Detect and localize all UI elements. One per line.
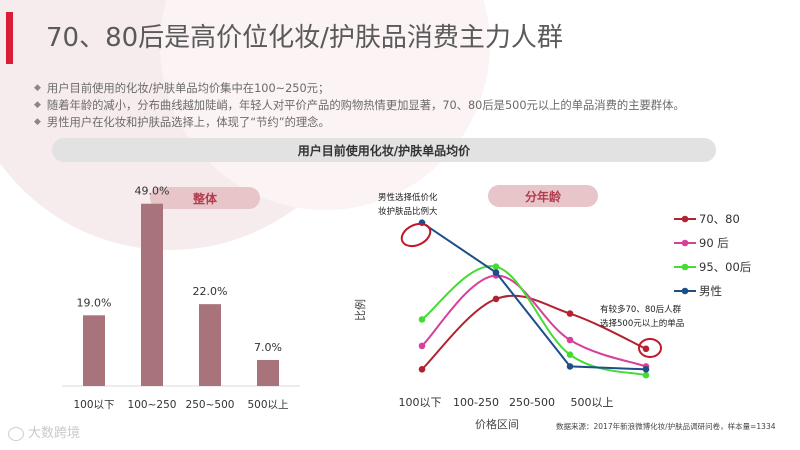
- diamond-bullet-icon: ◆: [34, 117, 41, 127]
- legend-marker-4: [681, 287, 689, 295]
- series-3-point: [418, 316, 426, 323]
- title-accent-bar: [6, 12, 13, 64]
- overall-chart-title-pill: 整体: [150, 187, 260, 209]
- bullet-text: 随着年龄的减小，分布曲线越加陡峭，年轻人对平价产品的购物热情更加显著，70、80…: [46, 99, 685, 112]
- logo-watermark: 大数跨境: [8, 422, 80, 441]
- series-3-point: [566, 351, 574, 358]
- bar-3: [199, 304, 221, 386]
- bar-data-label: 19.0%: [77, 296, 112, 309]
- bar-data-label: 7.0%: [254, 341, 282, 354]
- diamond-bullet-icon: ◆: [34, 100, 41, 110]
- line-chart-tick-label: 250-500: [509, 396, 555, 409]
- series-4-point: [492, 269, 500, 276]
- line-chart-tick-label: 100-250: [453, 396, 499, 409]
- legend-marker-2: [681, 239, 689, 247]
- bar-2: [141, 203, 163, 386]
- age-chart-title-pill: 分年龄: [488, 185, 598, 207]
- series-4-point: [566, 363, 574, 370]
- annotation-circle-7080: [638, 338, 662, 358]
- line-chart-x-axis-label: 价格区间: [475, 417, 519, 431]
- annotation-7080-line-2: 选择500元以上的单品: [600, 318, 684, 329]
- bar-category-label: 500以上: [247, 399, 288, 411]
- page-title: 70、80后是高价位化妆/护肤品消费主力人群: [46, 23, 563, 53]
- annotation-male-line-2: 妆护肤品比例大: [378, 206, 438, 217]
- annotation-male-line-1: 男性选择低价化: [378, 192, 438, 203]
- legend-marker-3: [681, 263, 689, 271]
- line-chart-y-axis-label: 比例: [353, 299, 367, 321]
- overall-chart-title: 整体: [192, 191, 217, 206]
- series-line-3: [421, 265, 647, 377]
- series-1-point: [492, 295, 500, 303]
- series-2-point: [566, 336, 574, 344]
- bullet-text: 用户目前使用的化妆/护肤单品均价集中在100~250元；: [46, 82, 330, 95]
- legend-label-3: 95、00后: [699, 260, 751, 274]
- section-title: 用户目前使用化妆/护肤单品均价: [297, 143, 471, 158]
- annotation-7080-line-1: 有较多70、80后人群: [600, 304, 682, 315]
- bar-category-label: 100以下: [73, 399, 114, 411]
- legend-label-2: 90 后: [699, 236, 729, 250]
- diamond-bullet-icon: ◆: [34, 83, 41, 93]
- age-chart-title: 分年龄: [524, 189, 561, 204]
- bullet-list: ◆ 用户目前使用的化妆/护肤单品均价集中在100~250元； ◆ 随着年龄的减小，分…: [34, 80, 685, 131]
- bullet-item: ◆ 随着年龄的减小，分布曲线越加陡峭，年轻人对平价产品的购物热情更加显著，70、8…: [34, 97, 685, 114]
- series-1-point: [642, 345, 650, 353]
- legend-label-4: 男性: [699, 284, 722, 298]
- bar-data-label: 49.0%: [135, 185, 170, 198]
- series-1-point: [418, 366, 426, 373]
- series-4-point: [642, 366, 650, 373]
- annotation-circle-male: [400, 222, 432, 248]
- series-3-point: [492, 263, 500, 270]
- bullet-item: ◆ 用户目前使用的化妆/护肤单品均价集中在100~250元；: [34, 80, 685, 97]
- series-3-point: [642, 371, 650, 379]
- logo-text: 大数跨境: [28, 426, 81, 441]
- series-2-point: [418, 342, 426, 350]
- series-line-4: [421, 221, 647, 371]
- bar-data-label: 22.0%: [193, 285, 228, 298]
- bar-4: [257, 359, 279, 386]
- series-1-point: [566, 310, 574, 317]
- bullet-item: ◆ 男性用户在化妆和护肤品选择上，体现了“节约”的理念。: [34, 114, 685, 131]
- bullet-text: 男性用户在化妆和护肤品选择上，体现了“节约”的理念。: [46, 116, 330, 129]
- source-note: 数据来源：2017年新浪微博化妆/护肤品调研问卷，样本量=1334: [556, 422, 776, 431]
- line-chart-tick-label: 100以下: [399, 396, 442, 409]
- bar-category-label: 250~500: [186, 399, 235, 411]
- series-line-2: [421, 274, 647, 368]
- legend-label-1: 70、80: [699, 212, 740, 226]
- logo-icon: [8, 426, 24, 441]
- bar-category-label: 100~250: [128, 399, 177, 411]
- line-chart-tick-label: 500以上: [571, 396, 614, 409]
- bar-1: [83, 315, 105, 386]
- legend-marker-1: [681, 215, 689, 223]
- section-title-bar: 用户目前使用化妆/护肤单品均价: [52, 138, 716, 162]
